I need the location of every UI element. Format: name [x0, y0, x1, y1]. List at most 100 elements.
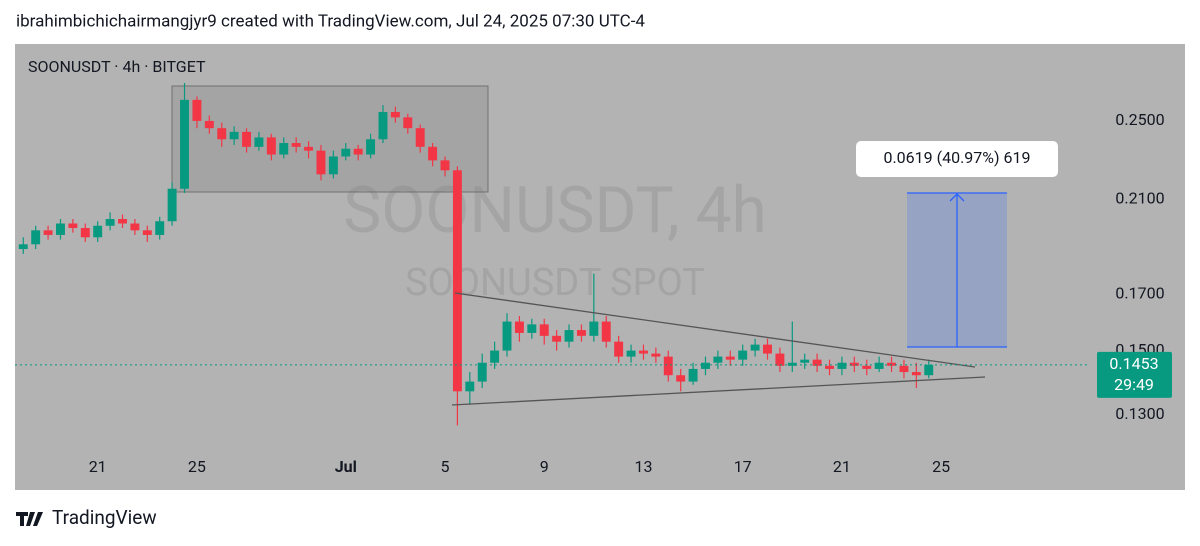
candle-body [626, 350, 636, 357]
candle-body [440, 160, 450, 171]
candle-body [130, 223, 140, 231]
candle-body [713, 356, 723, 363]
candle-body [316, 150, 326, 175]
x-tick-label: 17 [734, 457, 752, 476]
candle-body [304, 146, 314, 151]
candle-body [924, 364, 934, 376]
candle-body [180, 99, 189, 189]
trend-line [454, 292, 976, 368]
candle-body [899, 365, 909, 373]
last-price-label: 0.1453 [1109, 354, 1158, 373]
candle-body [638, 350, 648, 354]
candle-body [341, 148, 351, 157]
candle-body [874, 362, 884, 369]
candle-body [266, 137, 276, 155]
candle-body [18, 244, 28, 250]
candle-body [763, 344, 772, 354]
candle-body [279, 143, 289, 155]
candle-body [105, 219, 115, 226]
measure-arrowhead [949, 193, 965, 202]
logo-mark [16, 512, 43, 526]
candle-body [750, 344, 760, 351]
candle-body [490, 350, 500, 363]
candle-body [80, 228, 90, 238]
watermark-subtitle: SOONUSDT SPOT [405, 261, 705, 305]
x-tick-label: 21 [833, 457, 851, 476]
candle-body [601, 321, 611, 342]
x-tick-label: 25 [932, 457, 950, 476]
y-tick-label: 0.1300 [1115, 404, 1164, 423]
price-badge [1097, 351, 1172, 398]
candle-body [217, 128, 227, 140]
candle-body [502, 321, 512, 351]
measure-label: 0.0619 (40.97%) 619 [883, 148, 1030, 167]
candle-body [43, 230, 53, 235]
candles [18, 83, 934, 426]
candle-body [390, 112, 400, 118]
candle-body [812, 359, 822, 366]
candle-body [663, 356, 673, 376]
x-tick-label: 5 [441, 457, 450, 476]
candle-body [651, 353, 661, 357]
candle-body [378, 112, 388, 140]
chart-panel [15, 44, 1185, 490]
measure-label-box [856, 141, 1058, 177]
candle-body [676, 375, 686, 382]
countdown: 29:49 [1114, 375, 1154, 394]
candle-body [56, 223, 65, 235]
x-tick-label: 25 [188, 457, 206, 476]
candle-body [825, 365, 834, 369]
measure-tool: 0.0619 (40.97%) 619 [856, 141, 1058, 348]
watermark-group: SOONUSDT, 4h SOONUSDT SPOT [343, 173, 766, 305]
trend-line [451, 376, 986, 406]
x-tick-label: 21 [89, 457, 107, 476]
candle-body [229, 131, 239, 140]
x-tick-label: 13 [634, 457, 652, 476]
candle-body [452, 170, 462, 392]
y-tick-label: 0.2500 [1115, 110, 1164, 129]
candle-body [539, 324, 549, 336]
candle-body [787, 362, 797, 366]
candle-body [403, 117, 413, 129]
candle-body [837, 362, 847, 369]
tv-logo: TradingView [16, 506, 157, 529]
candle-body [415, 128, 425, 147]
candle-body [328, 156, 338, 175]
x-tick-label: Jul [335, 457, 357, 476]
candle-body [142, 230, 152, 235]
chart-title: SOONUSDT · 4h · BITGET [28, 57, 206, 76]
candle-body [514, 321, 524, 333]
candle-body [911, 372, 921, 376]
candle-body [291, 143, 301, 147]
candle-body [118, 219, 127, 224]
candle-body [366, 139, 376, 155]
candle-body [862, 365, 872, 369]
candle-body [775, 353, 785, 366]
candle-body [31, 230, 41, 245]
candle-body [465, 381, 475, 392]
candle-body [242, 131, 252, 147]
x-tick-label: 9 [540, 457, 549, 476]
candle-body [576, 330, 586, 336]
candle-body [428, 146, 438, 161]
candle-body [887, 362, 897, 366]
y-tick-label: 0.1700 [1115, 284, 1164, 303]
y-tick-label: 0.2100 [1115, 189, 1164, 208]
candle-body [477, 362, 487, 382]
candle-body [167, 188, 177, 222]
candle-body [192, 99, 202, 121]
candle-body [725, 356, 735, 360]
candle-body [800, 359, 810, 363]
watermark: SOONUSDT, 4h [343, 173, 766, 248]
candle-body [738, 350, 748, 360]
candle-body [614, 341, 624, 357]
candle-body [589, 321, 599, 336]
candle-body [204, 120, 214, 129]
candle-body [93, 225, 103, 238]
candle-body [68, 223, 78, 229]
candle-body [552, 335, 562, 342]
candle-body [353, 148, 363, 155]
